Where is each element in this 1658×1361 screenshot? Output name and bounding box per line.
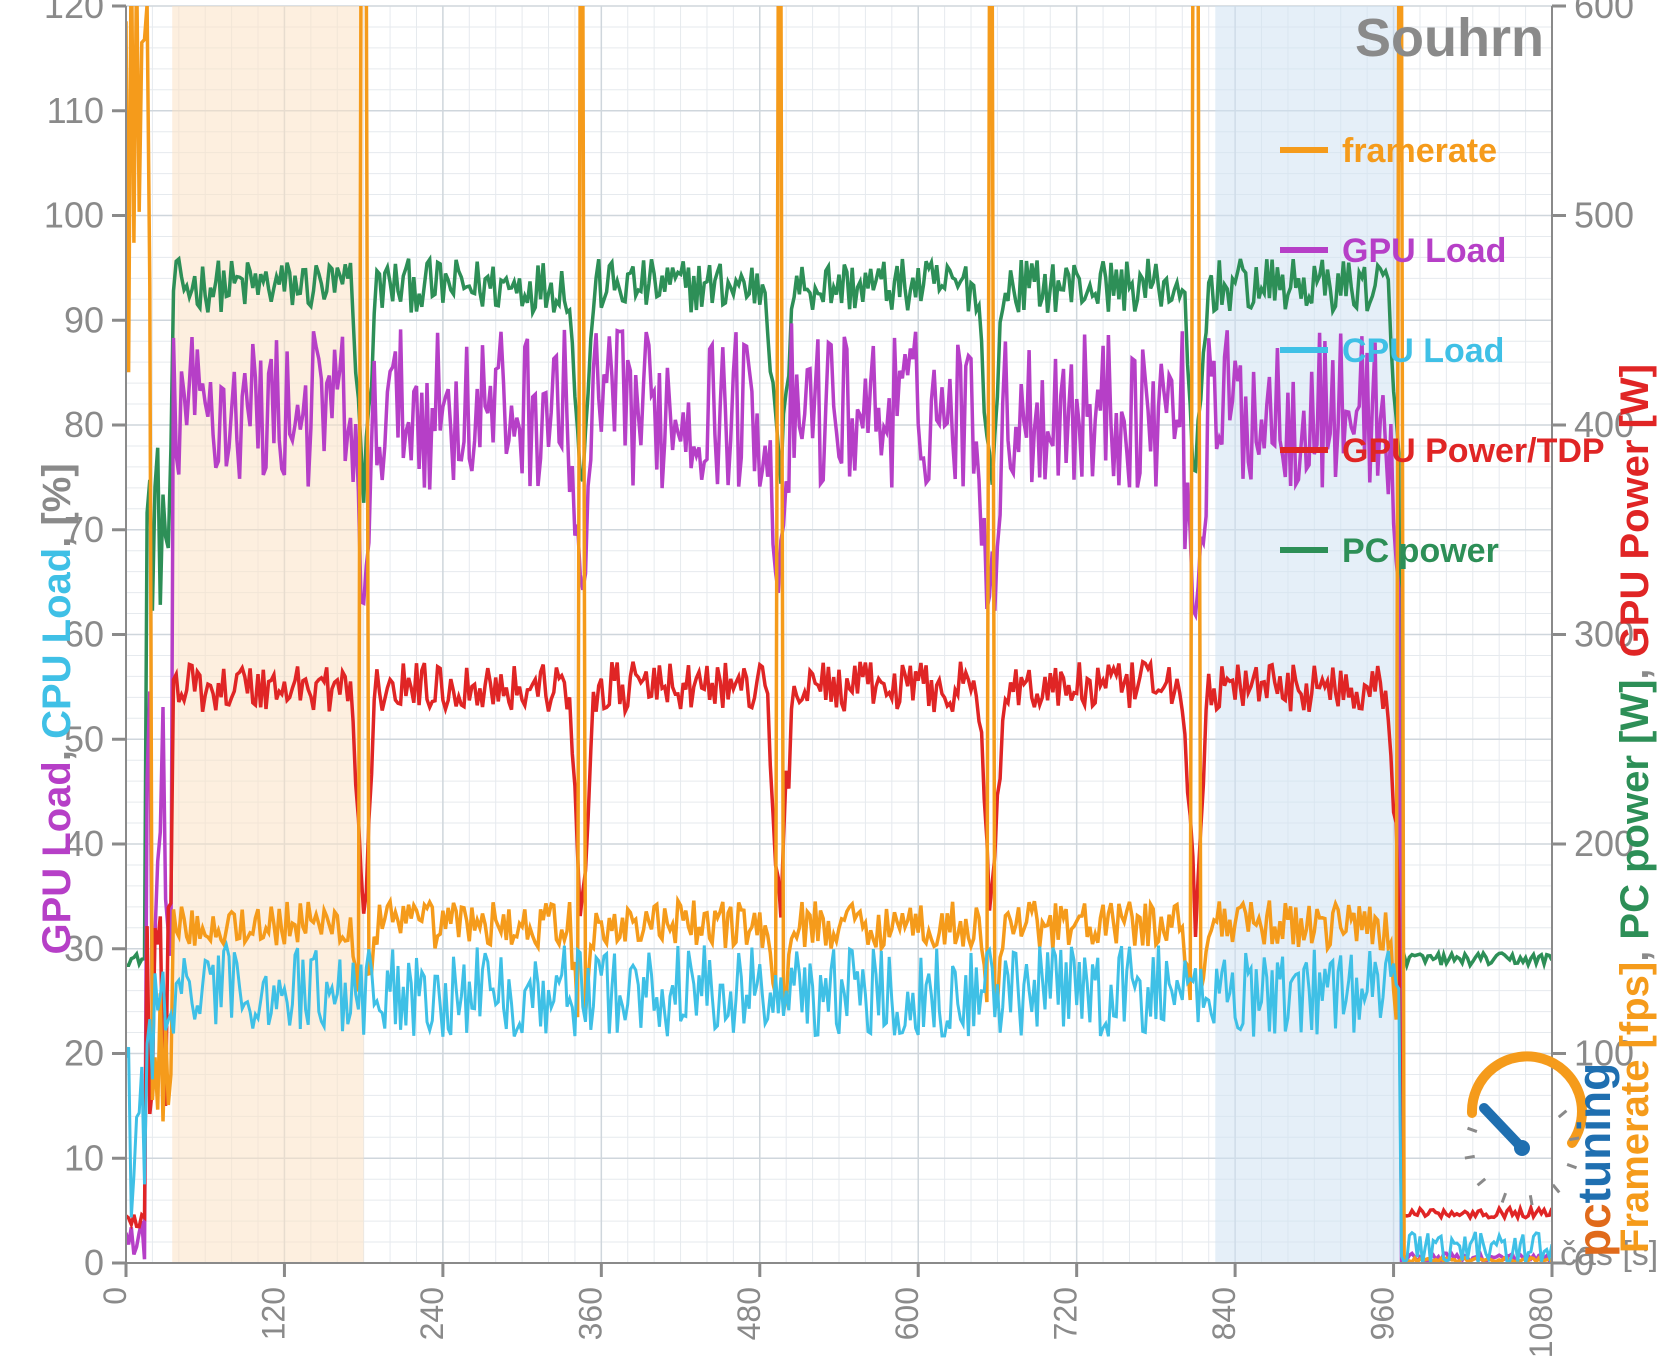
- legend-label: framerate: [1342, 132, 1497, 170]
- left-tick-label: 120: [44, 0, 104, 26]
- x-tick-label: 960: [1365, 1287, 1401, 1340]
- right-tick-label: 600: [1574, 0, 1634, 26]
- x-tick-label: 1080: [1523, 1287, 1559, 1358]
- x-tick-label: 840: [1206, 1287, 1242, 1340]
- legend-label: PC power: [1342, 532, 1499, 570]
- x-tick-label: 240: [414, 1287, 450, 1340]
- left-tick-label: 90: [64, 299, 104, 340]
- chart-container: 0102030405060708090100110120010020030040…: [0, 0, 1658, 1361]
- left-tick-label: 20: [64, 1033, 104, 1074]
- left-tick-label: 110: [47, 90, 104, 131]
- x-tick-label: 120: [255, 1287, 291, 1340]
- x-tick-label: 0: [97, 1287, 133, 1305]
- chart-title: Souhrn: [1355, 8, 1544, 68]
- legend-label: GPU Load: [1342, 232, 1506, 270]
- legend-label: GPU Power/TDP: [1342, 432, 1605, 470]
- left-tick-label: 100: [44, 195, 104, 236]
- right-tick-label: 500: [1574, 195, 1634, 236]
- x-tick-label: 360: [572, 1287, 608, 1340]
- x-tick-label: 600: [889, 1287, 925, 1340]
- x-tick-label: 480: [731, 1287, 767, 1340]
- logo-text: pctuning: [1568, 1063, 1620, 1257]
- chart-svg: 0102030405060708090100110120010020030040…: [0, 0, 1658, 1361]
- legend-label: CPU Load: [1342, 332, 1504, 370]
- left-tick-label: 0: [84, 1242, 104, 1283]
- left-tick-label: 10: [64, 1137, 104, 1178]
- left-tick-label: 80: [64, 404, 104, 445]
- left-axis-label: GPU Load, CPU Load, [%]: [35, 463, 79, 954]
- x-tick-label: 720: [1048, 1287, 1084, 1340]
